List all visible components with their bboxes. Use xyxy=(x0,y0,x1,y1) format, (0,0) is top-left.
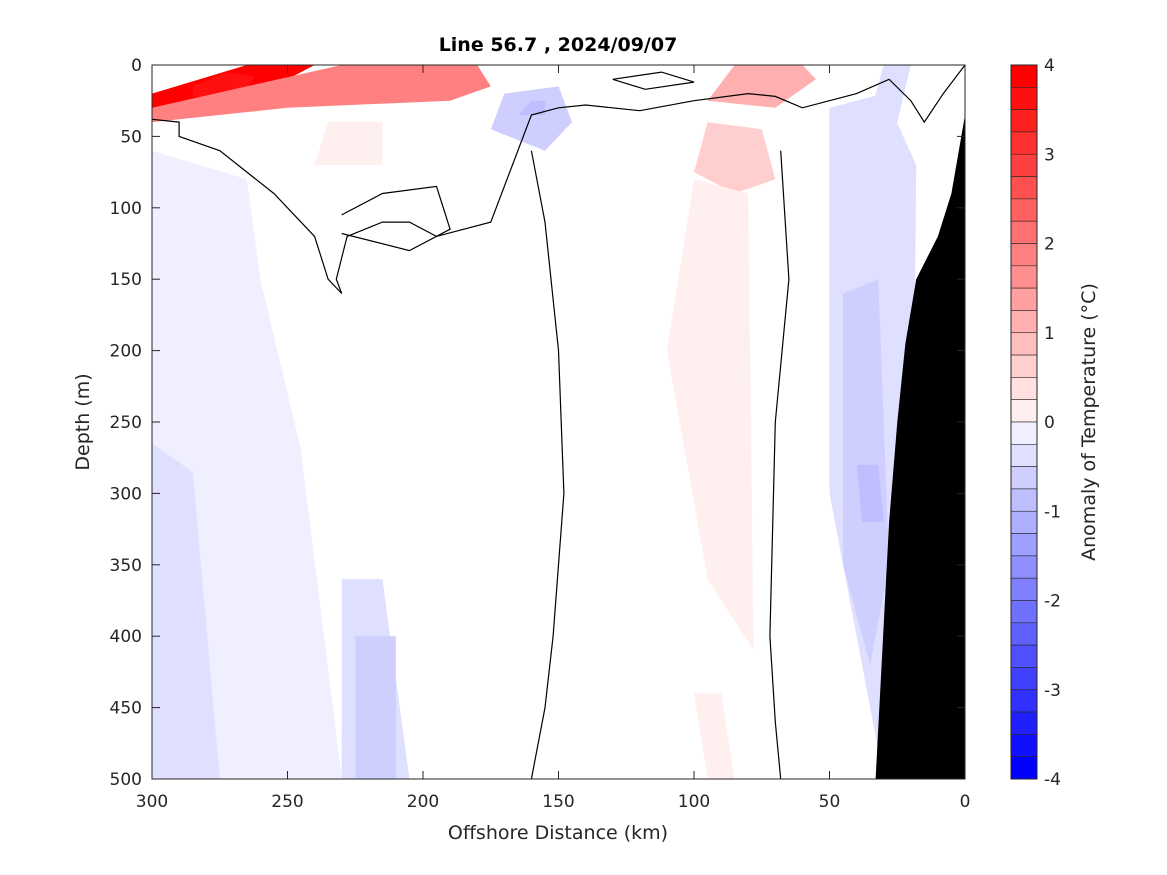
colorbar-segment xyxy=(1010,310,1038,334)
zero-contour-4 xyxy=(612,71,695,90)
colorbar-segment xyxy=(1010,533,1038,557)
colorbar-segment xyxy=(1010,421,1038,445)
x-tick-label: 300 xyxy=(136,792,168,812)
zero-contour-3 xyxy=(341,185,451,252)
anomaly-patch-7 xyxy=(694,693,735,779)
anomaly-patch-17 xyxy=(870,65,911,123)
x-tick-label: 0 xyxy=(960,792,971,812)
colorbar-segment xyxy=(1010,667,1038,691)
anomaly-patch-6 xyxy=(666,179,754,651)
y-tick-label: 0 xyxy=(131,56,142,76)
colorbar-segment xyxy=(1010,131,1038,155)
colorbar-frame xyxy=(1010,64,1038,780)
anomaly-patch-3 xyxy=(314,122,383,165)
zero-contour-1 xyxy=(530,150,565,779)
colorbar-segment xyxy=(1010,153,1038,177)
colorbar-tick-label: -1 xyxy=(1044,502,1061,522)
colorbar-segment xyxy=(1010,109,1038,133)
colorbar-segment xyxy=(1010,332,1038,356)
colorbar-segment xyxy=(1010,265,1038,289)
y-tick-label: 400 xyxy=(110,627,142,647)
colorbar-segment xyxy=(1010,577,1038,601)
colorbar-segment xyxy=(1010,64,1038,88)
colorbar-segment xyxy=(1010,444,1038,467)
colorbar-segment xyxy=(1010,555,1038,579)
anomaly-patch-12 xyxy=(355,636,396,779)
colorbar-segment xyxy=(1010,198,1038,222)
anomaly-patch-5 xyxy=(694,122,776,194)
colorbar-segment xyxy=(1010,510,1038,534)
colorbar-segment xyxy=(1010,354,1038,378)
x-tick-label: 150 xyxy=(542,792,574,812)
colorbar-label: Anomaly of Temperature (°C) xyxy=(1078,283,1100,561)
x-tick-label: 100 xyxy=(678,792,710,812)
y-tick-label: 200 xyxy=(110,342,142,362)
colorbar-segment xyxy=(1010,466,1038,490)
anomaly-patch-4 xyxy=(707,65,816,108)
colorbar-segment xyxy=(1010,600,1038,624)
zero-contour-0 xyxy=(152,65,965,294)
colorbar-segment xyxy=(1010,220,1038,244)
colorbar-segment xyxy=(1010,734,1038,757)
y-axis-label: Depth (m) xyxy=(72,373,94,470)
zero-contour-2 xyxy=(769,150,790,779)
land-mask xyxy=(875,115,965,779)
colorbar-segment xyxy=(1010,622,1038,646)
y-tick-label: 150 xyxy=(110,270,142,290)
zero-contours xyxy=(152,65,965,779)
colorbar-segment xyxy=(1010,644,1038,668)
colorbar-segment xyxy=(1010,377,1038,400)
colorbar-segment xyxy=(1010,287,1038,311)
colorbar-tick-label: 2 xyxy=(1044,235,1055,255)
colorbar-tick-label: 3 xyxy=(1044,145,1055,165)
chart-title: Line 56.7 , 2024/09/07 xyxy=(439,34,678,56)
colorbar-tick-label: 4 xyxy=(1044,56,1055,76)
y-tick-label: 300 xyxy=(110,484,142,504)
x-tick-label: 200 xyxy=(407,792,439,812)
x-axis: 300 250 200 150 100 50 0 xyxy=(136,65,971,812)
colorbar-tick-label: 0 xyxy=(1044,413,1055,433)
y-tick-label: 450 xyxy=(110,699,142,719)
y-tick-label: 500 xyxy=(110,770,142,790)
colorbar-segment xyxy=(1010,399,1038,423)
colorbar-segment xyxy=(1010,711,1038,735)
colorbar-segment xyxy=(1010,689,1038,713)
colorbar-segment xyxy=(1010,87,1038,110)
x-tick-label: 250 xyxy=(271,792,303,812)
colorbar-tick-label: -2 xyxy=(1044,592,1061,612)
colorbar-segment xyxy=(1010,243,1038,267)
colorbar-segment xyxy=(1010,176,1038,200)
colorbar-segment xyxy=(1010,756,1038,780)
y-tick-label: 250 xyxy=(110,413,142,433)
colorbar-tick-label: -3 xyxy=(1044,681,1061,701)
anomaly-patch-13 xyxy=(152,443,220,779)
land-shape xyxy=(875,115,965,779)
anomaly-patch-8 xyxy=(490,86,573,151)
y-tick-label: 100 xyxy=(110,199,142,219)
y-tick-label: 50 xyxy=(120,127,142,147)
anomaly-field xyxy=(152,65,917,779)
colorbar: 4 3 2 1 0 -1 -2 -3 -4 xyxy=(1010,56,1061,790)
plot-area xyxy=(151,64,966,780)
colorbar-tick-label: 1 xyxy=(1044,324,1055,344)
anomaly-patch-2 xyxy=(152,65,491,123)
colorbar-tick-label: -4 xyxy=(1044,770,1061,790)
y-axis: 0 50 100 150 200 250 300 350 400 450 500 xyxy=(110,56,965,790)
x-tick-label: 50 xyxy=(819,792,841,812)
anomaly-patch-9 xyxy=(517,100,545,115)
colorbar-segment xyxy=(1010,488,1038,512)
anomaly-patch-16 xyxy=(856,464,884,522)
y-tick-label: 350 xyxy=(110,556,142,576)
x-axis-label: Offshore Distance (km) xyxy=(448,822,668,844)
